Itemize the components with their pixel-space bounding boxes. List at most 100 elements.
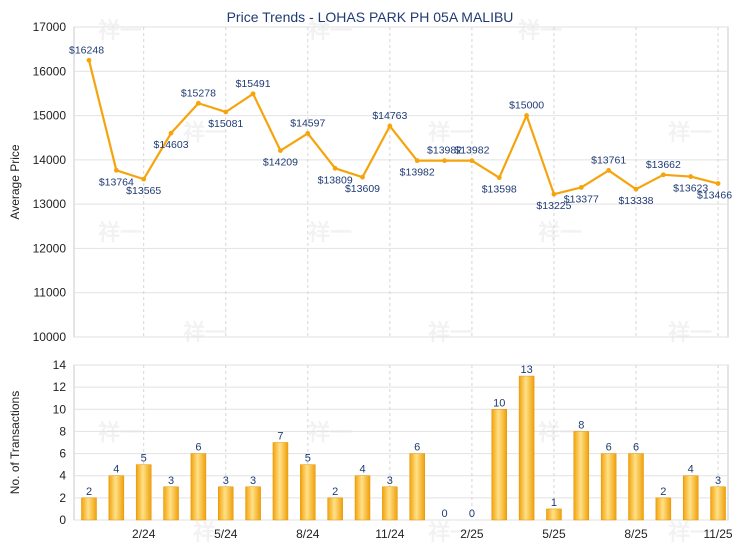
watermark-text: 祥一 [183, 120, 227, 145]
price-data-label: $15278 [181, 87, 216, 99]
transaction-bar-label: 7 [277, 431, 283, 443]
transaction-bar [81, 497, 97, 521]
transaction-bar-label: 4 [688, 464, 694, 476]
watermark-text: 祥一 [98, 420, 142, 445]
price-point [414, 158, 420, 164]
price-data-label: $13609 [345, 183, 380, 195]
transaction-bar-label: 1 [551, 497, 557, 509]
price-point [551, 191, 557, 197]
price-point [606, 168, 612, 173]
price-data-label: $15000 [509, 100, 544, 112]
price-data-label: $13377 [564, 193, 599, 205]
price-point [196, 100, 201, 106]
price-y-tick-label: 10000 [33, 330, 67, 344]
price-point [660, 172, 666, 178]
transaction-bar-label: 10 [493, 397, 505, 409]
watermark-text: 祥一 [428, 520, 472, 545]
transactions-y-tick-label: 14 [53, 358, 67, 372]
watermark-text: 祥一 [668, 320, 712, 345]
x-tick-label: 11/25 [703, 527, 732, 541]
transaction-bar-label: 5 [141, 453, 147, 465]
x-tick-label: 2/24 [132, 527, 156, 541]
price-point [360, 174, 365, 180]
transaction-bar [518, 375, 535, 521]
price-point [223, 109, 229, 115]
price-y-tick-label: 14000 [33, 153, 67, 167]
transaction-bar [272, 442, 289, 521]
transaction-bar [190, 453, 207, 521]
price-y-tick-label: 12000 [33, 241, 67, 255]
transaction-bar-label: 2 [332, 486, 338, 498]
transaction-bar [245, 486, 261, 521]
price-point [168, 130, 174, 136]
transaction-bar [382, 486, 398, 521]
transaction-bar-label: 3 [223, 475, 229, 487]
price-data-label: $13809 [318, 174, 353, 186]
transaction-bar-label: 13 [520, 364, 532, 376]
watermark-text: 祥一 [98, 220, 142, 245]
transaction-bar-label: 3 [387, 475, 393, 487]
price-point [113, 167, 119, 173]
watermark-text: 祥一 [98, 18, 142, 43]
transaction-bar-label: 8 [578, 419, 584, 431]
transaction-bar [108, 475, 125, 521]
price-point [86, 57, 92, 63]
watermark-text: 祥一 [428, 120, 472, 145]
transaction-bar-label: 2 [86, 486, 92, 498]
price-y-tick-label: 13000 [33, 197, 67, 211]
x-tick-label: 8/25 [624, 527, 648, 541]
transaction-bar [135, 464, 152, 521]
price-point [524, 113, 529, 118]
transaction-bar-label: 6 [606, 442, 612, 454]
price-point [141, 176, 147, 182]
price-point [442, 158, 447, 164]
price-point [305, 131, 311, 136]
transaction-bar-label: 2 [660, 486, 666, 498]
price-data-label: $13598 [482, 184, 517, 196]
price-data-label: $14603 [154, 139, 189, 151]
price-data-label: $13982 [427, 145, 462, 157]
watermark-text: 祥一 [428, 320, 472, 345]
transaction-bar-label: 6 [633, 442, 639, 454]
transactions-y-axis-title: No. of Transactions [8, 391, 22, 494]
price-data-label: $13662 [646, 159, 681, 171]
price-data-label: $15081 [208, 118, 243, 130]
transaction-bar-label: 6 [414, 442, 420, 454]
price-data-label: $13565 [126, 185, 161, 197]
transaction-bar-label: 0 [441, 508, 447, 520]
transaction-bar-label: 5 [305, 453, 311, 465]
price-data-label: $13225 [536, 200, 571, 212]
price-y-tick-label: 16000 [33, 64, 67, 78]
price-y-tick-label: 17000 [33, 20, 67, 34]
x-tick-label: 11/24 [375, 527, 404, 541]
transaction-bar-label: 6 [195, 442, 201, 454]
transaction-bar [573, 431, 590, 521]
price-data-label: $15491 [236, 78, 271, 90]
price-data-label: $14209 [263, 157, 298, 169]
transaction-bar [682, 475, 699, 521]
price-line-series [87, 60, 719, 196]
price-data-label: $13761 [591, 154, 626, 166]
price-data-label: $14597 [290, 117, 325, 129]
transaction-bar-label: 3 [168, 475, 174, 487]
transactions-y-tick-label: 6 [59, 447, 66, 461]
price-point [278, 148, 283, 154]
price-data-label: $13764 [99, 176, 134, 188]
transactions-y-tick-label: 8 [59, 424, 66, 438]
watermark-text: 祥一 [308, 18, 352, 43]
transaction-bar [628, 453, 644, 521]
price-point [715, 181, 721, 186]
price-point [496, 175, 502, 181]
transaction-bar [327, 497, 343, 521]
price-plot-frame [73, 26, 729, 338]
x-tick-label: 8/24 [296, 527, 320, 541]
transaction-bar [163, 486, 179, 521]
watermark-text: 祥一 [183, 320, 227, 345]
price-data-label: $14763 [372, 110, 407, 122]
transaction-bar [409, 453, 425, 521]
watermark-text: 祥一 [308, 420, 352, 445]
transaction-bar [300, 464, 316, 521]
price-data-label: $13338 [618, 195, 653, 207]
